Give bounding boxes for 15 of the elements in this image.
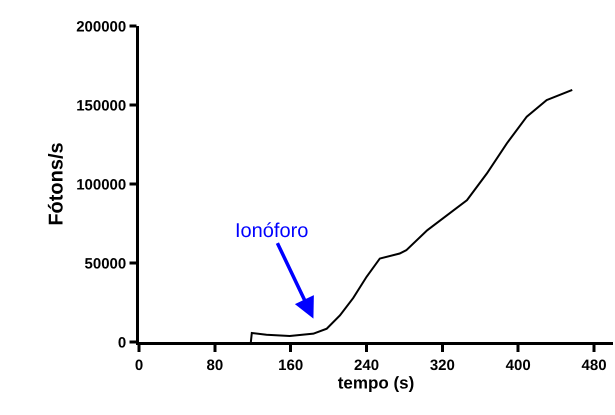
x-tick-label: 320 — [430, 356, 455, 374]
x-tick-label: 240 — [354, 356, 380, 374]
x-axis-title: tempo (s) — [338, 374, 414, 393]
x-tick-label: 160 — [278, 356, 304, 374]
y-tick-label: 100000 — [76, 176, 126, 194]
x-tick-label: 400 — [506, 356, 531, 374]
x-tick-label: 0 — [134, 356, 144, 374]
x-tick-label: 80 — [206, 356, 224, 374]
y-axis-title: Fótons/s — [46, 142, 68, 226]
y-tick-label: 150000 — [76, 97, 126, 114]
y-tick-label: 200000 — [76, 18, 126, 36]
annotation: Ionóforo — [235, 220, 308, 242]
y-tick-label: 50000 — [84, 255, 126, 272]
y-tick-label: 0 — [118, 334, 126, 352]
x-tick-label: 480 — [582, 356, 607, 374]
